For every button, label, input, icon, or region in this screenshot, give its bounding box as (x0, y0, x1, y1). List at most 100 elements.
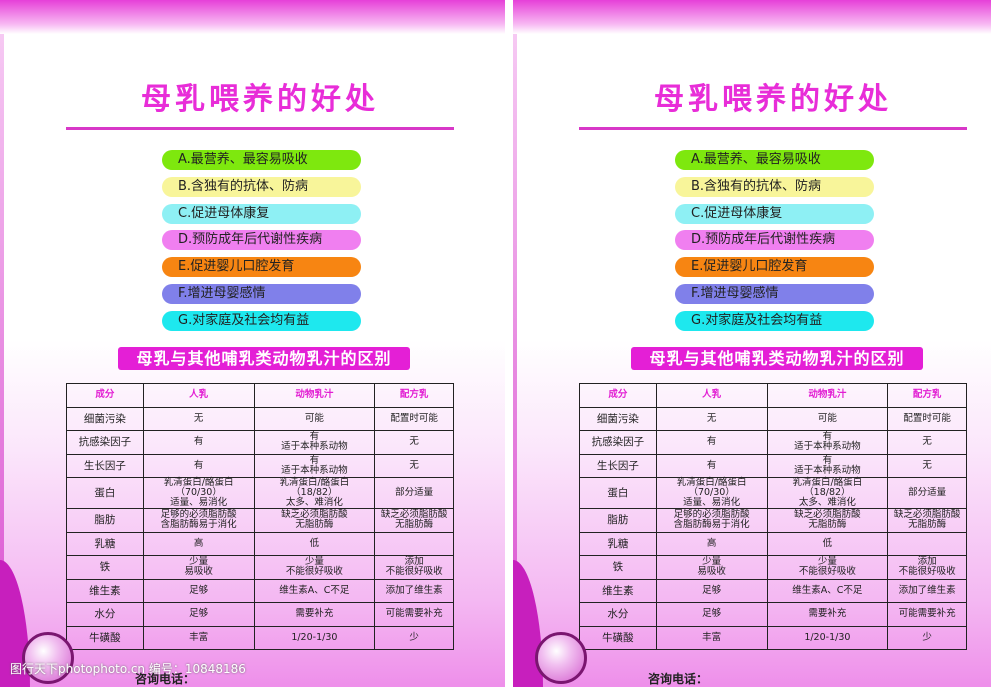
table-row: 细菌污染无可能 配置时可能 (66, 406, 454, 431)
table-cell: 部分适量 (374, 477, 454, 509)
table-row: 蛋白 乳清蛋白/酪蛋白（70/30） 适量、易消化 乳清蛋白/酪蛋白（18/82） … (579, 477, 967, 509)
table-row: 维生素 足够 维生素A、C不足 添加了维生素 (579, 578, 967, 603)
table-cell: 添加 不能很好吸收 (374, 555, 454, 580)
left-edge-strip (513, 34, 517, 687)
table-cell: 丰富 (142, 625, 255, 650)
table-cell: 高 (142, 531, 255, 556)
table-cell: 低 (766, 531, 889, 556)
table-cell: 乳清蛋白/酪蛋白（70/30） 适量、易消化 (142, 477, 255, 509)
table-row: 脂肪 足够的必须脂肪酸 含脂肪酶易于消化 缺乏必须脂肪酸 无脂肪酶 缺乏必须脂肪酸 无… (66, 508, 454, 533)
benefit-item: G.对家庭及社会均有益 (675, 310, 874, 331)
table-row: 铁少量 易吸收 少量 不能很好吸收 添加 不能很好吸收 (66, 555, 454, 580)
table-cell: 维生素A、C不足 (253, 578, 376, 603)
table-row: 水分 足够 需要补充 可能需要补充 (66, 602, 454, 627)
table-cell: 乳清蛋白/酪蛋白（70/30） 适量、易消化 (655, 477, 768, 509)
phone-label: 咨询电话： (135, 672, 196, 686)
table-row: 铁少量 易吸收 少量 不能很好吸收 添加 不能很好吸收 (579, 555, 967, 580)
table-cell: 无 (887, 453, 967, 478)
table-cell: 高 (655, 531, 768, 556)
table-cell: 维生素A、C不足 (766, 578, 889, 603)
benefit-item: E.促进婴儿口腔发育 (162, 257, 361, 278)
table-cell: 少 (374, 625, 454, 650)
decorative-bubble (22, 632, 74, 684)
table-cell: 无 (655, 406, 768, 431)
table-row: 抗感染因子有有 适于本种系动物无 (66, 430, 454, 455)
table-row: 维生素 足够 维生素A、C不足 添加了维生素 (66, 578, 454, 603)
watermark: 图行天下photophoto.cn 编号：10848186 (10, 662, 246, 676)
table-cell: 细菌污染 (579, 406, 657, 431)
table-cell: 维生素 (66, 578, 144, 603)
table-cell: 牛磺酸 (66, 625, 144, 650)
column-header: 配方乳 (374, 383, 454, 408)
table-cell: 乳糖 (66, 531, 144, 556)
table-row: 乳糖高低 (66, 531, 454, 556)
table-cell: 细菌污染 (66, 406, 144, 431)
column-header: 动物乳汁 (253, 383, 376, 408)
table-header-row: 成分 人乳 动物乳汁 配方乳 (579, 383, 967, 408)
table-cell: 水分 (579, 602, 657, 627)
table-cell: 生长因子 (66, 453, 144, 478)
table-cell: 足够的必须脂肪酸 含脂肪酶易于消化 (142, 508, 255, 533)
benefit-item: G.对家庭及社会均有益 (162, 310, 361, 331)
benefit-item: A.最营养、最容易吸收 (162, 150, 361, 170)
benefit-item: D.预防成年后代谢性疾病 (162, 230, 361, 251)
table-cell: 可能 (766, 406, 889, 431)
column-header: 人乳 (142, 383, 255, 408)
table-cell: 足够 (142, 578, 255, 603)
table-row: 蛋白 乳清蛋白/酪蛋白（70/30） 适量、易消化 乳清蛋白/酪蛋白（18/82） … (66, 477, 454, 509)
table-cell: 足够 (655, 602, 768, 627)
table-cell: 维生素 (579, 578, 657, 603)
left-edge-strip (0, 34, 4, 687)
table-cell: 有 (142, 453, 255, 478)
table-cell: 需要补充 (253, 602, 376, 627)
column-header: 人乳 (655, 383, 768, 408)
top-gradient-bar (513, 0, 991, 34)
table-cell: 添加了维生素 (374, 578, 454, 603)
table-row: 细菌污染无可能 配置时可能 (579, 406, 967, 431)
table-cell: 部分适量 (887, 477, 967, 509)
table-cell: 乳清蛋白/酪蛋白（18/82） 太多、难消化 (766, 477, 889, 509)
table-row: 生长因子有有 适于本种系动物无 (579, 453, 967, 478)
table-cell: 少量 易吸收 (655, 555, 768, 580)
title-divider (66, 127, 454, 130)
decorative-bubble (535, 632, 587, 684)
table-cell: 无 (887, 430, 967, 455)
table-row: 牛磺酸 丰富 1/20-1/30 少 (579, 625, 967, 650)
table-cell: 有 适于本种系动物 (766, 453, 889, 478)
table-cell: 生长因子 (579, 453, 657, 478)
poster-panel-left: 母乳喂养的好处 A.最营养、最容易吸收 B.含独有的抗体、防病 C.促进母体康复 D.预… (0, 0, 505, 687)
table-cell: 1/20-1/30 (766, 625, 889, 650)
benefit-item: C.促进母体康复 (162, 203, 361, 224)
poster-panel-right: 母乳喂养的好处 A.最营养、最容易吸收 B.含独有的抗体、防病 C.促进母体康复 D.预… (513, 0, 991, 687)
table-cell: 有 (142, 430, 255, 455)
table-row: 抗感染因子有有 适于本种系动物无 (579, 430, 967, 455)
section-subtitle: 母乳与其他哺乳类动物乳汁的区别 (631, 347, 923, 370)
benefit-item: B.含独有的抗体、防病 (162, 176, 361, 197)
table-cell: 足够 (142, 602, 255, 627)
phone-label: 咨询电话： (648, 672, 709, 686)
table-cell: 无 (374, 430, 454, 455)
table-cell: 足够的必须脂肪酸 含脂肪酶易于消化 (655, 508, 768, 533)
benefit-item: A.最营养、最容易吸收 (675, 150, 874, 170)
benefit-item: F.增进母婴感情 (162, 284, 361, 304)
page-title: 母乳喂养的好处 (141, 82, 379, 117)
table-cell: 缺乏必须脂肪酸 无脂肪酶 (253, 508, 376, 533)
table-row: 牛磺酸 丰富 1/20-1/30 少 (66, 625, 454, 650)
table-row: 脂肪 足够的必须脂肪酸 含脂肪酶易于消化 缺乏必须脂肪酸 无脂肪酶 缺乏必须脂肪酸 无… (579, 508, 967, 533)
table-cell: 可能 (253, 406, 376, 431)
comparison-table: 成分 人乳 动物乳汁 配方乳 细菌污染无可能 配置时可能 抗感染因子有有 适于本种系动物无生… (579, 383, 967, 650)
table-cell: 配置时可能 (887, 406, 967, 431)
table-cell: 有 (655, 430, 768, 455)
column-header: 成分 (579, 383, 657, 408)
table-cell: 少 (887, 625, 967, 650)
title-divider (579, 127, 967, 130)
section-subtitle: 母乳与其他哺乳类动物乳汁的区别 (118, 347, 410, 370)
table-cell: 铁 (66, 555, 144, 580)
table-cell: 缺乏必须脂肪酸 无脂肪酶 (766, 508, 889, 533)
table-header-row: 成分 人乳 动物乳汁 配方乳 (66, 383, 454, 408)
table-cell: 可能需要补充 (374, 602, 454, 627)
table-cell: 有 (655, 453, 768, 478)
table-cell: 添加了维生素 (887, 578, 967, 603)
table-cell: 有 适于本种系动物 (253, 430, 376, 455)
table-cell: 乳清蛋白/酪蛋白（18/82） 太多、难消化 (253, 477, 376, 509)
